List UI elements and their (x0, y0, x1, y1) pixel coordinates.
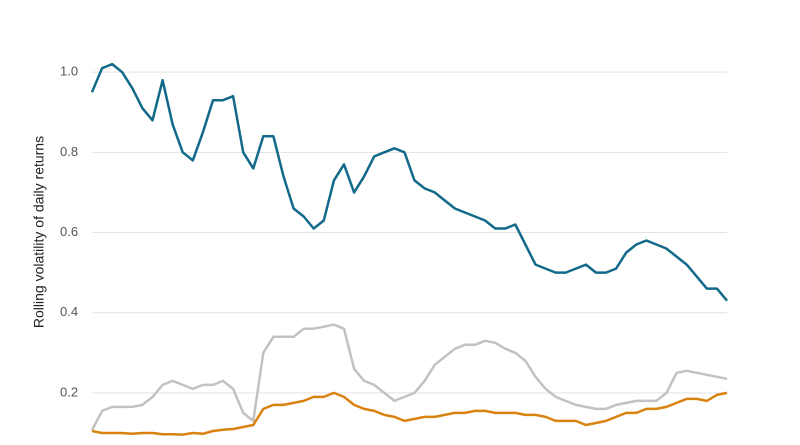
series-line (90, 62, 728, 302)
series-line (90, 323, 728, 431)
y-axis-label: Rolling volatility of daily returns (31, 136, 47, 328)
y-tick-label: 1.0 (60, 64, 78, 79)
y-tick-label: 0.2 (60, 384, 78, 399)
y-tick-label: 0.6 (60, 224, 78, 239)
y-tick-label: 0.4 (60, 304, 78, 319)
y-tick-label: 0.8 (60, 144, 78, 159)
series-line (91, 391, 728, 436)
